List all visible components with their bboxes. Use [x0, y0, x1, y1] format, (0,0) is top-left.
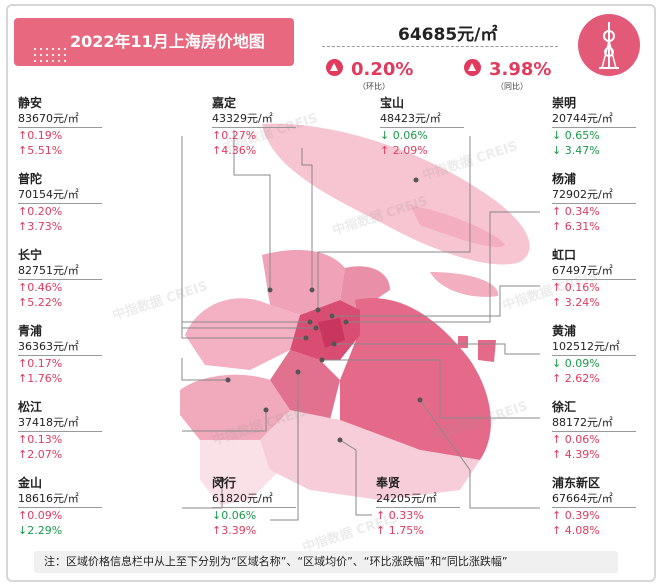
city-average-price: 64685元/㎡: [398, 25, 498, 45]
page-title: 2022年11月上海房价地图: [14, 18, 294, 74]
district-card-huangpu: 黄浦 102512元/㎡ ↓ 0.09% ↑ 2.62%: [552, 324, 636, 386]
island-changxing: [410, 205, 505, 248]
district-qingpu: [185, 298, 300, 370]
leader-lines: [181, 130, 540, 521]
island-east: [478, 340, 496, 362]
island-hengsha: [430, 272, 499, 297]
yoy-change: 3.98%: [464, 59, 551, 80]
district-minhang: [270, 350, 340, 420]
district-card-changning: 长宁 82751元/㎡ ↑0.46% ↑5.22%: [18, 248, 102, 310]
yoy-label: （同比）: [496, 82, 528, 91]
district-card-putuo: 普陀 70154元/㎡ ↑0.20% ↑3.73%: [18, 172, 102, 234]
island-small: [458, 336, 468, 348]
footnote: 注：区域价格信息栏中从上至下分别为“区域名称”、“区域均价”、“环比涨跌幅”和“…: [34, 551, 618, 573]
district-card-hongkou: 虹口 67497元/㎡ ↑ 0.16% ↑ 3.24%: [552, 248, 636, 310]
district-card-jingan: 静安 83670元/㎡ ↑0.19% ↑5.51%: [18, 96, 102, 158]
up-arrow-icon: [464, 59, 481, 76]
district-card-qingpu: 青浦 36363元/㎡ ↑0.17% ↑1.76%: [18, 324, 102, 386]
mom-label: （环比）: [358, 82, 390, 91]
mom-change: 0.20%: [326, 59, 413, 80]
district-card-songjiang: 松江 37418元/㎡ ↑0.13% ↑2.07%: [18, 400, 102, 462]
up-arrow-icon: [326, 59, 343, 76]
district-card-jinshan: 金山 18616元/㎡ ↑0.09% ↓2.29%: [18, 476, 102, 538]
district-card-pudong: 浦东新区 67664元/㎡ ↑ 0.39% ↑ 4.08%: [552, 476, 636, 538]
divider: [322, 46, 558, 47]
district-card-jiading: 嘉定 43329元/㎡ ↑0.27% ↑4.36%: [212, 96, 296, 158]
district-card-yangpu: 杨浦 72902元/㎡ ↑ 0.34% ↑ 6.31%: [552, 172, 636, 234]
district-pudong: [340, 298, 491, 460]
district-baoshan: [340, 266, 390, 310]
district-songjiang: [180, 374, 290, 440]
leader-dots: [219, 177, 423, 483]
district-card-fengxian: 奉贤 24205元/㎡ ↑ 0.33% ↑ 1.75%: [376, 476, 460, 538]
district-fengxian: [260, 410, 480, 500]
district-jiading: [262, 249, 345, 315]
district-huangpu: [318, 318, 345, 348]
district-card-minhang: 闵行 61820元/㎡ ↓0.06% ↑3.39%: [212, 476, 296, 538]
district-card-baoshan: 宝山 48423元/㎡ ↓ 0.06% ↑ 2.09%: [380, 96, 464, 158]
district-jinshan: [200, 440, 280, 505]
district-card-xuhui: 徐汇 88172元/㎡ ↑ 0.06% ↑ 4.39%: [552, 400, 636, 462]
dots-decoration-icon: [32, 46, 68, 74]
pearl-tower-icon: [578, 14, 640, 76]
district-card-chongming: 崇明 20744元/㎡ ↓ 0.65% ↓ 3.47%: [552, 96, 636, 158]
